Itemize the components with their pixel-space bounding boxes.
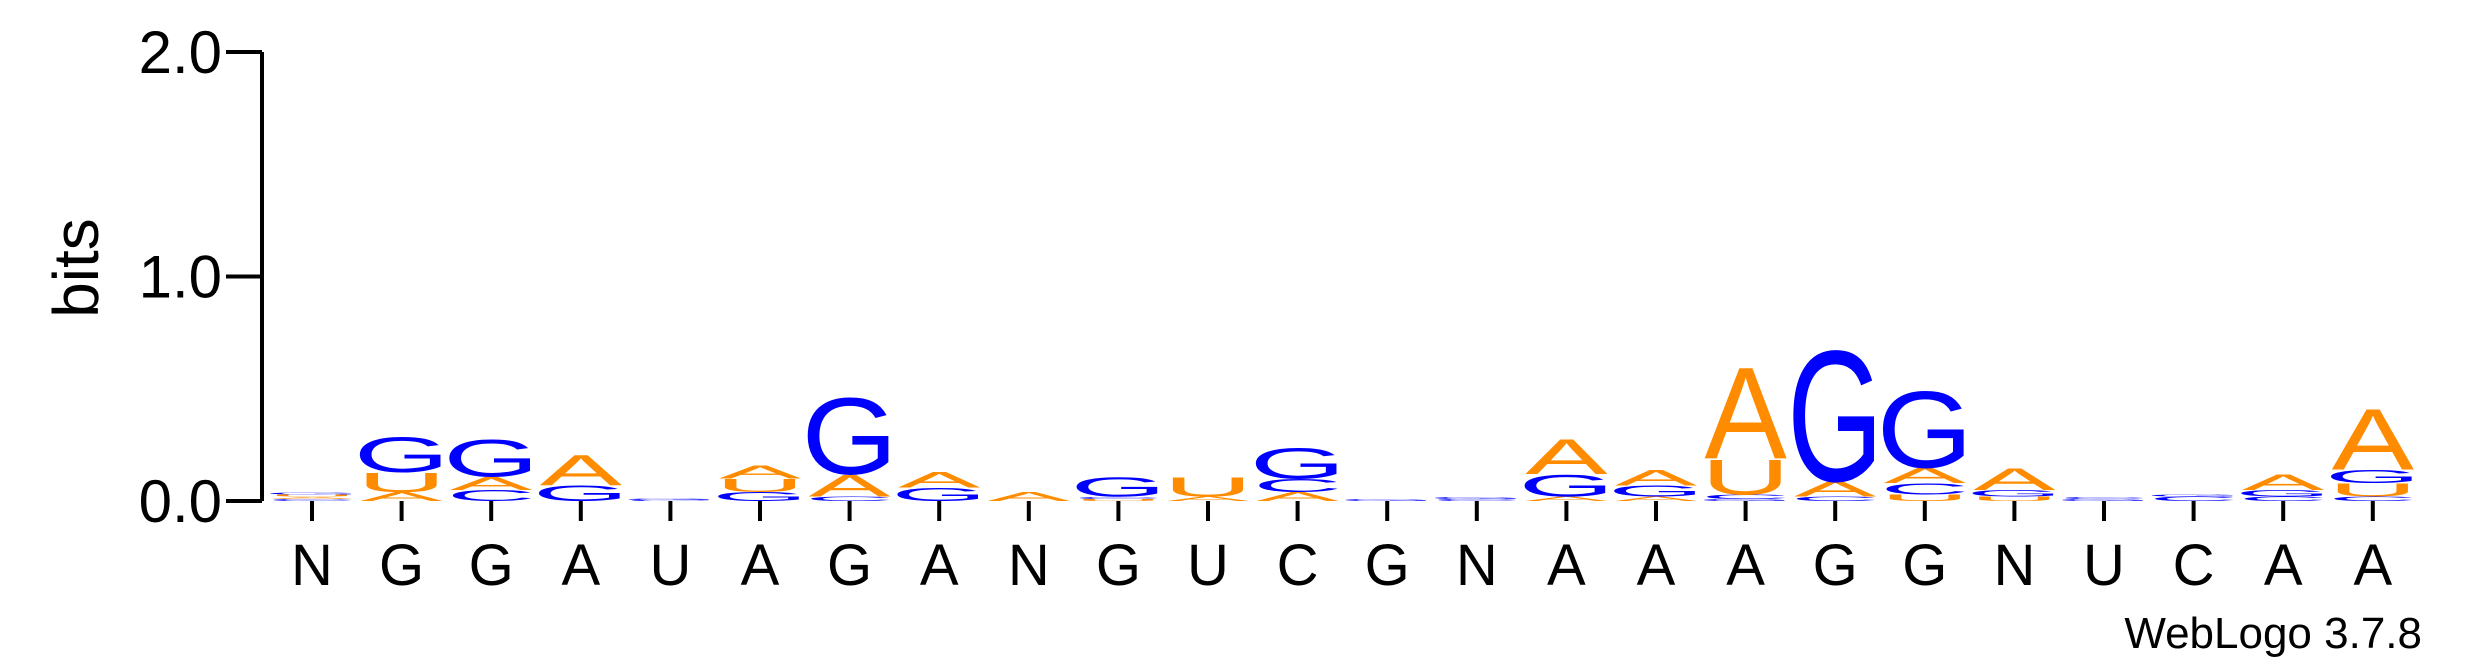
logo-letter: G bbox=[1608, 482, 1704, 500]
x-position-label: A bbox=[920, 533, 959, 598]
logo-letter: A bbox=[898, 468, 980, 492]
logo-letter: C bbox=[1253, 475, 1342, 496]
x-position-label: G bbox=[827, 533, 872, 598]
x-position-label: A bbox=[741, 533, 780, 598]
logo-letter: A bbox=[1794, 477, 1876, 501]
x-position-label: C bbox=[2173, 533, 2215, 598]
logo-letter: A bbox=[271, 496, 354, 499]
x-position-label: N bbox=[1008, 533, 1050, 598]
logo-letter: C bbox=[267, 498, 356, 501]
weblogo-credit: WebLogo 3.7.8 bbox=[2124, 609, 2422, 658]
logo-letter: U bbox=[267, 494, 356, 497]
logo-letter: A bbox=[719, 462, 801, 483]
logo-letter: C bbox=[1880, 480, 1969, 498]
logo-letter: A bbox=[1167, 495, 1250, 502]
y-tick-label: 2.0 bbox=[139, 19, 222, 86]
logo-letter: U bbox=[357, 467, 446, 498]
logo-letter: A bbox=[450, 473, 532, 494]
x-position-label: A bbox=[1637, 533, 1676, 598]
logo-letter: U bbox=[1880, 493, 1969, 503]
logo-letter: A bbox=[360, 490, 443, 504]
x-position-label: A bbox=[2353, 533, 2392, 598]
logo-letter: C bbox=[1701, 493, 1790, 500]
logo-letter: G bbox=[1070, 471, 1166, 502]
logo-letter: G bbox=[1339, 498, 1435, 501]
logo-letter: G bbox=[891, 484, 987, 505]
logo-letter: A bbox=[2332, 390, 2415, 488]
logo-letter: A bbox=[2242, 470, 2324, 494]
logo-letter: G bbox=[1966, 488, 2062, 498]
logo-letter: G bbox=[264, 491, 360, 494]
logo-letter: A bbox=[1615, 466, 1697, 490]
x-position-label: A bbox=[561, 533, 600, 598]
logo-letter: A bbox=[1525, 495, 1608, 502]
logo-letter: U bbox=[2328, 480, 2417, 501]
logo-letter: C bbox=[1791, 495, 1880, 502]
x-position-label: G bbox=[1902, 533, 1947, 598]
x-position-label: G bbox=[1365, 533, 1410, 598]
y-tick-label: 0.0 bbox=[139, 468, 222, 535]
logo-letter: C bbox=[2328, 495, 2417, 502]
logo-letter: U bbox=[1701, 449, 1790, 505]
logo-letter: G bbox=[1250, 439, 1346, 488]
logo-letter: A bbox=[1525, 429, 1608, 485]
x-position-label: U bbox=[2083, 533, 2125, 598]
x-position-label: G bbox=[1096, 533, 1141, 598]
logo-letter: U bbox=[715, 475, 804, 496]
y-tick-label: 1.0 bbox=[139, 244, 222, 311]
x-position-label: N bbox=[1993, 533, 2035, 598]
logo-letter: G bbox=[1518, 468, 1614, 503]
logo-letter: A bbox=[1973, 462, 2055, 497]
logo-letter: G bbox=[2235, 488, 2331, 498]
logo-letter: A bbox=[988, 490, 1071, 504]
x-position-label: G bbox=[1813, 533, 1858, 598]
logo-letter: U bbox=[1074, 498, 1163, 501]
logo-letter: U bbox=[1163, 471, 1252, 502]
logo-letter: A bbox=[1256, 490, 1339, 504]
logo-letter: G bbox=[1877, 368, 1973, 491]
logo-letter: A bbox=[1704, 340, 1786, 486]
logo-letter: C bbox=[2239, 495, 2328, 502]
logo-letter: G bbox=[1429, 496, 1525, 499]
logo-letter: A bbox=[540, 446, 623, 495]
logo-letter: U bbox=[1970, 495, 2059, 502]
logo-letter: G bbox=[712, 490, 808, 504]
x-position-label: A bbox=[1547, 533, 1586, 598]
logo-letter: C bbox=[2059, 496, 2148, 499]
logo-letter: C bbox=[1432, 498, 1521, 501]
x-position-label: A bbox=[1726, 533, 1765, 598]
logo-letter: G bbox=[1787, 311, 1883, 521]
y-axis-label: bits bbox=[40, 218, 112, 318]
x-position-label: C bbox=[1277, 533, 1319, 598]
logo-letter: G bbox=[622, 498, 718, 500]
x-position-label: N bbox=[291, 533, 333, 598]
x-position-label: N bbox=[1456, 533, 1498, 598]
logo-letter: C bbox=[2149, 495, 2238, 502]
x-position-label: A bbox=[2264, 533, 2303, 598]
logo-letter: C bbox=[805, 495, 894, 502]
logo-letter: G bbox=[2056, 498, 2152, 501]
x-position-label: G bbox=[379, 533, 424, 598]
logo-letter: C bbox=[626, 500, 715, 502]
x-position-label: G bbox=[469, 533, 514, 598]
x-position-label: U bbox=[1187, 533, 1229, 598]
logo-letter: G bbox=[1698, 498, 1794, 501]
logo-letter: C bbox=[1074, 496, 1163, 499]
logo-letter: A bbox=[1884, 463, 1966, 487]
logo-letter: C bbox=[447, 487, 536, 505]
logo-letter: G bbox=[802, 375, 898, 498]
y-axis-ticks: 0.0 1.0 2.0 bbox=[139, 19, 262, 535]
logo-letter: A bbox=[808, 468, 890, 503]
logo-letter: G bbox=[2325, 466, 2421, 487]
logo-letter: G bbox=[443, 429, 539, 488]
logo-letter: G bbox=[2146, 494, 2242, 497]
x-position-label: U bbox=[649, 533, 691, 598]
logo-letter: A bbox=[1615, 495, 1698, 502]
logo-letter: G bbox=[354, 427, 450, 483]
